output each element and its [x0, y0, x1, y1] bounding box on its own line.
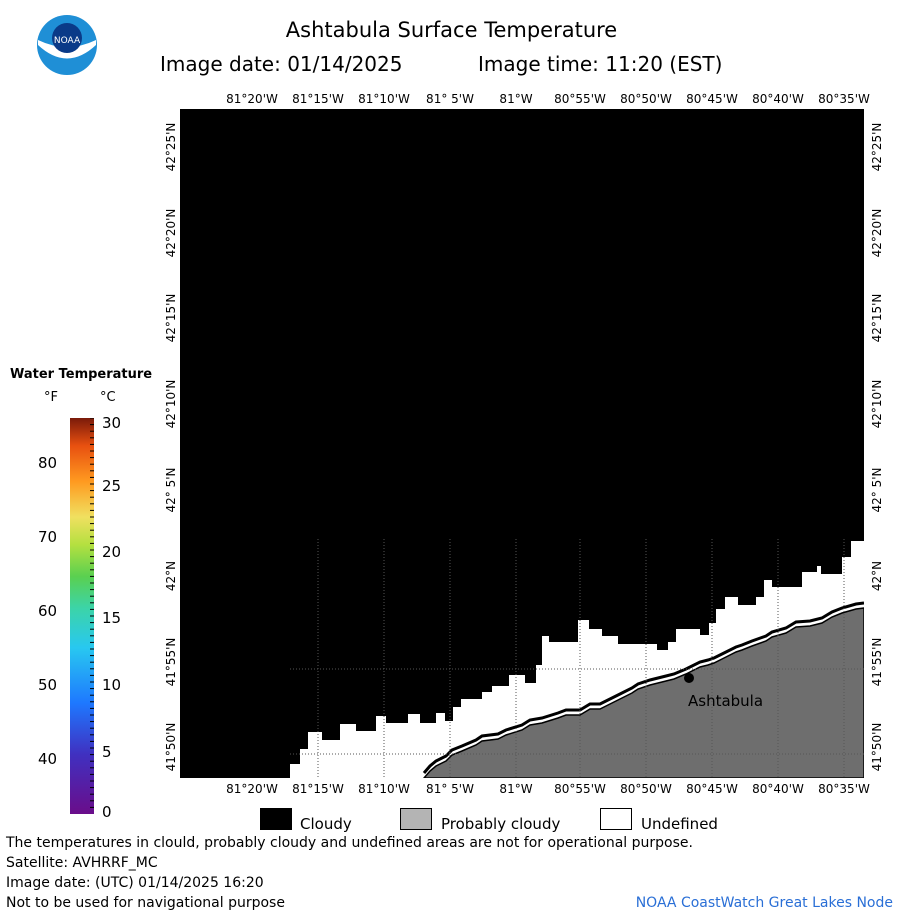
lon-label: 81°15'W [292, 782, 344, 796]
map-panel: Ashtabula [180, 109, 864, 778]
lon-label: 81°10'W [358, 782, 410, 796]
lon-label: 81°15'W [292, 92, 344, 106]
lon-label: 80°35'W [818, 782, 870, 796]
image-date: Image date: 01/14/2025 [160, 52, 403, 76]
lat-label: 42°N [870, 560, 884, 592]
lon-label: 80°40'W [752, 782, 804, 796]
ashtabula-marker [684, 673, 694, 683]
unit-c: °C [100, 390, 116, 405]
colorbar-c-tick: 25 [102, 477, 122, 495]
colorbar-f-tick: 70 [38, 528, 58, 546]
lat-label: 42°N [164, 560, 178, 592]
image-time: Image time: 11:20 (EST) [478, 52, 723, 76]
probably-cloudy-swatch [400, 808, 432, 830]
colorbar-f-tick: 60 [38, 602, 58, 620]
lon-label: 80°55'W [554, 782, 606, 796]
lat-label: 42°20'N [870, 208, 884, 258]
lat-label: 42°15'N [870, 293, 884, 343]
unit-f: °F [44, 390, 58, 405]
footer-navigation-warning: Not to be used for navigational purpose [6, 895, 285, 911]
noaa-logo: NOAA [37, 15, 97, 75]
cloudy-swatch [260, 808, 292, 830]
lon-label: 80°50'W [620, 92, 672, 106]
lat-label: 41°55'N [164, 637, 178, 687]
lon-label: 81°W [499, 782, 533, 796]
lon-label: 81°W [499, 92, 533, 106]
lat-label: 42° 5'N [164, 467, 178, 513]
colorbar-f-tick: 80 [38, 454, 58, 472]
cloudy-label: Cloudy [300, 815, 352, 833]
footer-credit-link[interactable]: NOAA CoastWatch Great Lakes Node [635, 895, 893, 911]
footer-satellite: Satellite: AVHRRF_MC [6, 855, 158, 871]
lat-label: 42°25'N [164, 122, 178, 172]
lon-label: 80°45'W [686, 782, 738, 796]
lon-label: 81° 5'W [426, 92, 474, 106]
lat-label: 41°50'N [164, 722, 178, 772]
lat-label: 42° 5'N [870, 467, 884, 513]
colorbar-c-tick: 30 [102, 414, 122, 432]
shoreline [422, 601, 864, 774]
lon-label: 81°20'W [226, 782, 278, 796]
lon-label: 80°35'W [818, 92, 870, 106]
page-title: Ashtabula Surface Temperature [285, 18, 618, 42]
graticule [290, 539, 864, 778]
colorbar-f-tick: 50 [38, 676, 58, 694]
undefined-swatch [600, 808, 632, 830]
lon-label: 80°40'W [752, 92, 804, 106]
lat-label: 42°10'N [164, 379, 178, 429]
colorbar-c-tick: 5 [102, 743, 112, 761]
lon-label: 81°20'W [226, 92, 278, 106]
probably-cloudy-label: Probably cloudy [441, 815, 561, 833]
lat-label: 42°15'N [164, 293, 178, 343]
colorbar-c-tick: 15 [102, 609, 122, 627]
lon-label: 80°45'W [686, 92, 738, 106]
city-label: Ashtabula [688, 692, 763, 710]
lon-label: 81°10'W [358, 92, 410, 106]
logo-text: NOAA [54, 36, 81, 46]
lat-label: 42°20'N [164, 208, 178, 258]
lat-label: 42°10'N [870, 379, 884, 429]
lon-label: 80°50'W [620, 782, 672, 796]
colorbar [70, 418, 94, 814]
lat-label: 42°25'N [870, 122, 884, 172]
colorbar-c-tick: 0 [102, 803, 112, 821]
lat-label: 41°55'N [870, 637, 884, 687]
lat-label: 41°50'N [870, 722, 884, 772]
colorbar-c-tick: 20 [102, 543, 122, 561]
colorbar-title: Water Temperature [10, 367, 153, 382]
footer-disclaimer: The temperatures in clould, probably clo… [6, 835, 693, 851]
footer-image-date: Image date: (UTC) 01/14/2025 16:20 [6, 875, 264, 891]
undefined-label: Undefined [641, 815, 718, 833]
colorbar-f-tick: 40 [38, 750, 58, 768]
probably-cloudy-area [423, 607, 864, 778]
colorbar-c-tick: 10 [102, 676, 122, 694]
lon-label: 80°55'W [554, 92, 606, 106]
lon-label: 81° 5'W [426, 782, 474, 796]
